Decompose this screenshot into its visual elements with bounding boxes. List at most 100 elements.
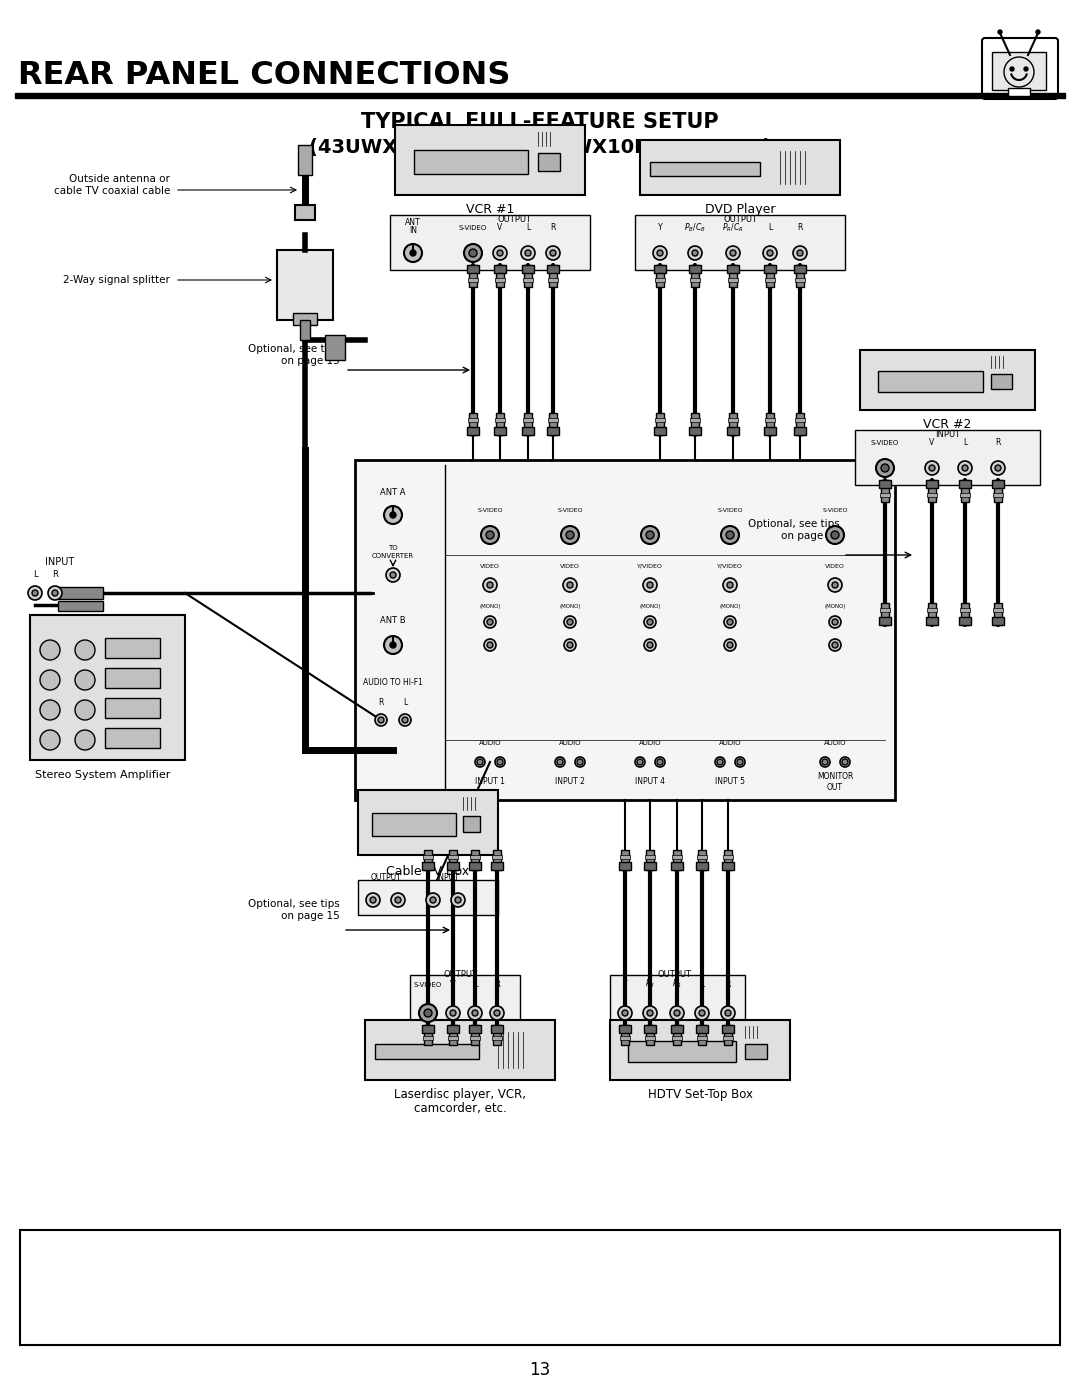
Circle shape xyxy=(635,757,645,767)
Bar xyxy=(469,265,477,286)
Circle shape xyxy=(395,897,401,902)
Circle shape xyxy=(646,531,654,539)
Circle shape xyxy=(564,638,576,651)
Bar xyxy=(745,1045,767,1059)
Bar xyxy=(654,265,666,272)
Bar xyxy=(372,813,456,835)
Circle shape xyxy=(40,700,60,719)
Bar xyxy=(424,1025,432,1045)
Circle shape xyxy=(730,250,735,256)
Bar xyxy=(646,1025,654,1045)
Text: L: L xyxy=(700,981,704,989)
Circle shape xyxy=(386,569,400,583)
Text: TYPICAL FULL-FEATURE SETUP: TYPICAL FULL-FEATURE SETUP xyxy=(361,112,719,131)
Bar xyxy=(728,278,738,282)
Bar xyxy=(494,265,507,272)
Circle shape xyxy=(419,1004,437,1023)
Text: (MONO): (MONO) xyxy=(480,604,501,609)
Circle shape xyxy=(575,757,585,767)
Bar xyxy=(724,849,732,870)
Circle shape xyxy=(424,1009,432,1017)
Bar xyxy=(524,265,532,286)
Bar xyxy=(105,698,160,718)
Circle shape xyxy=(726,246,740,260)
Text: S-VIDEO: S-VIDEO xyxy=(414,982,442,988)
Circle shape xyxy=(390,571,396,578)
Bar xyxy=(993,493,1003,497)
Bar xyxy=(650,162,760,176)
Circle shape xyxy=(643,1006,657,1020)
Circle shape xyxy=(699,1010,705,1016)
Bar xyxy=(422,862,434,870)
Bar xyxy=(879,481,891,488)
Circle shape xyxy=(75,700,95,719)
Text: Laserdisc player, VCR,: Laserdisc player, VCR, xyxy=(394,1088,526,1101)
Bar xyxy=(422,1025,434,1032)
Circle shape xyxy=(487,643,492,648)
Text: INPUT 2: INPUT 2 xyxy=(555,778,585,787)
Bar xyxy=(765,278,775,282)
Circle shape xyxy=(384,506,402,524)
Text: (MONO): (MONO) xyxy=(719,604,741,609)
Text: Optional, see tips
on page 15: Optional, see tips on page 15 xyxy=(248,344,340,366)
Circle shape xyxy=(546,246,561,260)
Text: L: L xyxy=(963,439,967,447)
Circle shape xyxy=(622,1010,627,1016)
Circle shape xyxy=(670,1006,684,1020)
Bar xyxy=(423,1037,433,1039)
Bar xyxy=(961,481,969,502)
Text: R: R xyxy=(726,981,731,989)
Circle shape xyxy=(564,616,576,629)
Text: Y/VIDEO: Y/VIDEO xyxy=(717,564,743,569)
Circle shape xyxy=(958,461,972,475)
Bar xyxy=(447,1025,459,1032)
Circle shape xyxy=(52,590,58,597)
Bar xyxy=(691,414,699,434)
Text: AUDIO: AUDIO xyxy=(719,740,741,746)
Bar xyxy=(355,460,895,800)
Circle shape xyxy=(1024,67,1028,71)
Circle shape xyxy=(717,759,723,766)
Bar xyxy=(880,493,890,497)
Text: Y/VIDEO: Y/VIDEO xyxy=(637,564,663,569)
Text: INPUT 5: INPUT 5 xyxy=(715,778,745,787)
Text: $P_B/C_B$: $P_B/C_B$ xyxy=(684,221,706,233)
Text: VCR #2: VCR #2 xyxy=(923,418,972,432)
Circle shape xyxy=(688,246,702,260)
Bar xyxy=(293,313,318,326)
Bar xyxy=(619,1025,631,1032)
Bar xyxy=(927,608,937,612)
Circle shape xyxy=(644,638,656,651)
Bar xyxy=(926,481,939,488)
Bar xyxy=(523,278,534,282)
Circle shape xyxy=(642,527,659,543)
Bar xyxy=(672,855,681,859)
Text: V: V xyxy=(930,439,934,447)
Circle shape xyxy=(820,757,831,767)
Bar xyxy=(795,278,805,282)
Circle shape xyxy=(32,590,38,597)
Circle shape xyxy=(40,640,60,659)
Circle shape xyxy=(577,759,583,766)
Circle shape xyxy=(797,250,804,256)
Bar xyxy=(325,335,345,360)
Bar xyxy=(645,855,654,859)
Circle shape xyxy=(446,1006,460,1020)
Bar xyxy=(697,1037,707,1039)
Bar xyxy=(697,855,707,859)
Circle shape xyxy=(464,244,482,263)
Text: (43UWX10B and 53/61UWX10BA MODELS): (43UWX10B and 53/61UWX10BA MODELS) xyxy=(309,138,771,158)
Bar xyxy=(357,789,498,855)
Bar xyxy=(727,265,739,272)
Circle shape xyxy=(404,244,422,263)
Text: S-VIDEO: S-VIDEO xyxy=(870,440,900,446)
Circle shape xyxy=(455,897,461,902)
Circle shape xyxy=(390,511,396,518)
Bar xyxy=(414,149,528,175)
Text: OUTPUT: OUTPUT xyxy=(498,215,532,224)
Text: L: L xyxy=(473,981,477,989)
Bar xyxy=(410,975,519,1030)
Bar xyxy=(610,975,745,1030)
Bar xyxy=(523,418,534,422)
Circle shape xyxy=(370,897,376,902)
